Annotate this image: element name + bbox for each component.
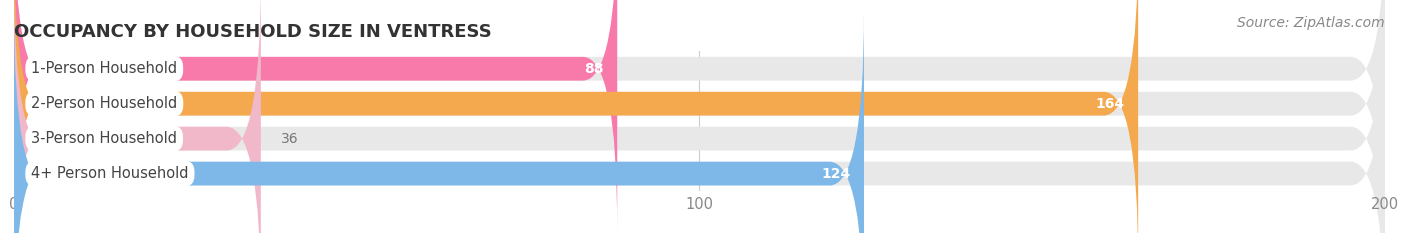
Text: 4+ Person Household: 4+ Person Household [31, 166, 188, 181]
Text: 3-Person Household: 3-Person Household [31, 131, 177, 146]
FancyBboxPatch shape [14, 0, 1385, 233]
FancyBboxPatch shape [14, 11, 863, 233]
Text: 1-Person Household: 1-Person Household [31, 61, 177, 76]
FancyBboxPatch shape [14, 0, 617, 232]
Text: 2-Person Household: 2-Person Household [31, 96, 177, 111]
FancyBboxPatch shape [14, 0, 262, 233]
Text: Source: ZipAtlas.com: Source: ZipAtlas.com [1237, 16, 1385, 30]
FancyBboxPatch shape [14, 0, 1139, 233]
Text: 36: 36 [281, 132, 299, 146]
Text: 164: 164 [1095, 97, 1125, 111]
FancyBboxPatch shape [14, 0, 1385, 233]
FancyBboxPatch shape [14, 0, 1385, 232]
Text: OCCUPANCY BY HOUSEHOLD SIZE IN VENTRESS: OCCUPANCY BY HOUSEHOLD SIZE IN VENTRESS [14, 23, 492, 41]
FancyBboxPatch shape [14, 11, 1385, 233]
Text: 88: 88 [583, 62, 603, 76]
Text: 124: 124 [821, 167, 851, 181]
